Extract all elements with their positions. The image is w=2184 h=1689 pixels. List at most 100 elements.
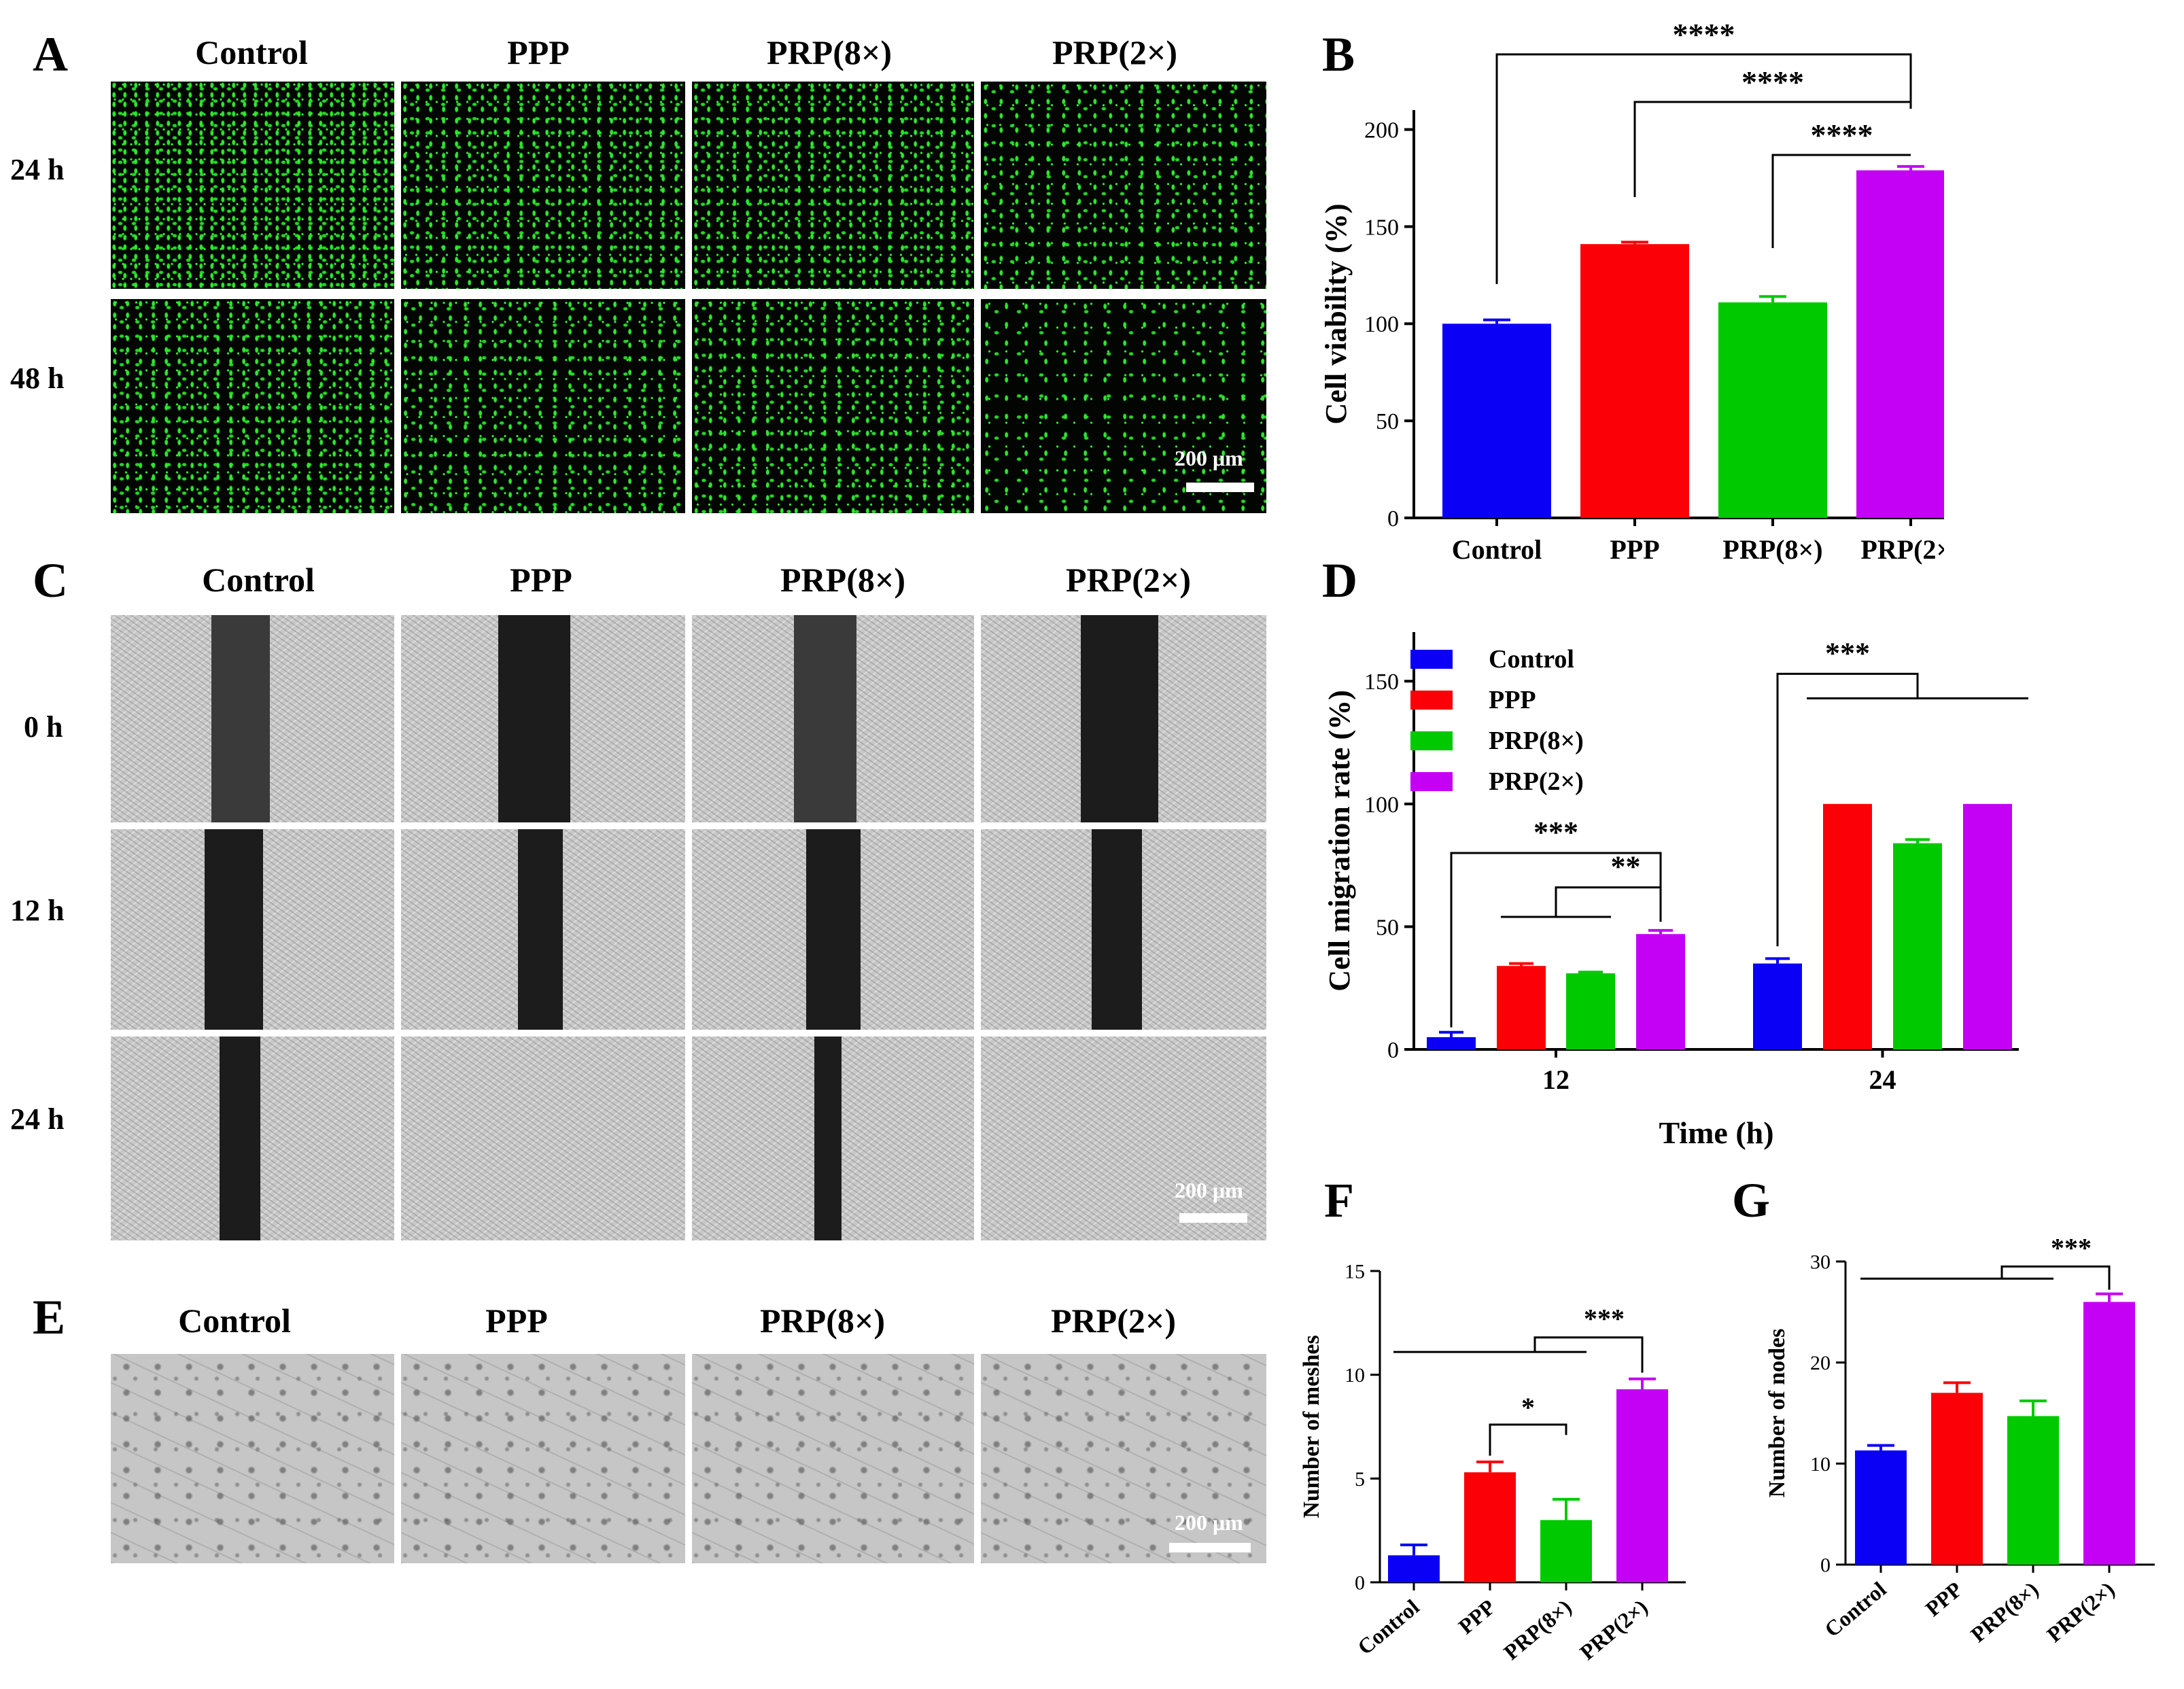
row-head-c-12h: 12 h — [10, 894, 65, 927]
sig-ppp-vs-prp2-label: **** — [1741, 65, 1804, 99]
legend-label-1: PPP — [1489, 686, 1536, 714]
y-axis-label: Cell viability (%) — [1319, 203, 1353, 424]
sig-24-label: *** — [1825, 636, 1870, 669]
legend-swatch-1 — [1410, 691, 1453, 710]
col-head-a-ppp: PPP — [507, 33, 570, 71]
row-head-a-48h: 48 h — [10, 362, 65, 395]
col-head-e-control: Control — [178, 1302, 291, 1340]
wound-gap — [806, 829, 861, 1030]
x-tick-label: PPP — [1610, 534, 1659, 565]
wound-image-ppp-0h — [401, 615, 685, 822]
tube-image-prp8 — [692, 1354, 974, 1563]
x-tick-label: Control — [1452, 534, 1542, 565]
x-tick-label: PPP — [1453, 1595, 1500, 1639]
y-axis-label: Number of meshes — [1299, 1335, 1324, 1518]
bar-1-2 — [1893, 843, 1942, 1049]
col-head-e-ppp: PPP — [485, 1302, 548, 1340]
sig-all-vs-prp2 — [1533, 1336, 1644, 1373]
y-tick-label: 15 — [1345, 1261, 1365, 1283]
bar-3 — [1616, 1389, 1668, 1582]
tube-image-prp2 — [981, 1354, 1266, 1563]
sig-all-vs-prp2-label: *** — [2051, 1232, 2092, 1263]
wound-gap — [211, 615, 270, 822]
sig-ppp-vs-prp8 — [1489, 1423, 1567, 1456]
fluorescence-image-control-24h — [111, 82, 394, 289]
bar-0-3 — [1636, 934, 1685, 1049]
col-head-a-prp2: PRP(2×) — [1052, 33, 1177, 71]
y-axis-label: Number of nodes — [1765, 1329, 1790, 1498]
sig-12-control-label: *** — [1533, 816, 1578, 849]
x-tick-label: PRP(2×) — [2042, 1577, 2119, 1647]
bar-1-3 — [1963, 803, 2012, 1049]
scale-bar-a — [1186, 483, 1254, 492]
wound-image-control-0h — [111, 615, 394, 822]
sig-all-vs-prp2 — [2000, 1265, 2111, 1290]
sig-12-ppp-label: ** — [1611, 850, 1641, 884]
bar-0-0 — [1427, 1037, 1476, 1049]
legend-label-3: PRP(2×) — [1489, 767, 1584, 796]
x-tick-label: PRP(8×) — [1499, 1595, 1576, 1665]
x-tick-label: PRP(2×) — [1860, 534, 1944, 565]
col-head-c-prp2: PRP(2×) — [1066, 561, 1191, 599]
y-tick-label: 0 — [1387, 506, 1399, 532]
wound-image-prp2-24h — [981, 1037, 1266, 1240]
bar-1-1 — [1823, 803, 1872, 1049]
wound-image-prp2-12h — [981, 829, 1266, 1030]
panel-label-c: C — [33, 553, 68, 608]
bar-0-2 — [1566, 973, 1615, 1049]
panel-label-f: F — [1324, 1173, 1354, 1227]
x-tick-label: PPP — [1920, 1577, 1966, 1621]
y-tick-label: 10 — [1810, 1453, 1831, 1476]
bar-0 — [1442, 324, 1551, 518]
y-tick-label: 30 — [1810, 1251, 1831, 1274]
wound-image-control-24h — [111, 1037, 394, 1240]
x-axis-label: Time (h) — [1659, 1115, 1773, 1150]
wound-gap — [498, 615, 570, 822]
row-head-c-24h: 24 h — [10, 1102, 65, 1136]
bar-2 — [1718, 302, 1827, 518]
fluorescence-image-control-48h — [111, 299, 394, 513]
fluorescence-image-prp8-24h — [692, 82, 974, 289]
fluorescence-image-prp2-24h — [981, 82, 1266, 289]
row-head-c-0h: 0 h — [24, 710, 63, 744]
legend-label-0: Control — [1489, 645, 1574, 674]
sig-ppp-vs-prp8-label: * — [1521, 1392, 1535, 1423]
x-tick-label: PRP(8×) — [1722, 534, 1822, 565]
y-tick-label: 100 — [1364, 312, 1399, 337]
wound-image-prp8-12h — [692, 829, 974, 1030]
sig-12-ppp — [1555, 886, 1662, 917]
x-tick-label: 12 — [1542, 1064, 1570, 1095]
y-tick-label: 50 — [1376, 409, 1399, 434]
tube-image-ppp — [401, 1354, 685, 1563]
chart-b-cell-viability: 0 50 100 150 200 Control PPP PRP(8×) PRP(2×) Cell… — [1319, 17, 1944, 565]
wound-gap — [1081, 615, 1158, 822]
bar-1 — [1931, 1393, 1983, 1565]
bar-0 — [1388, 1555, 1440, 1582]
wound-image-ppp-24h — [401, 1037, 685, 1240]
chart-d-cell-migration: 0 50 100 150 12 24 Time (h) Cell migration rate… — [1323, 632, 2028, 1150]
wound-gap — [794, 615, 856, 822]
panel-label-g: G — [1732, 1173, 1771, 1227]
x-tick-label: 24 — [1869, 1064, 1896, 1095]
bar-1 — [1580, 244, 1689, 518]
scale-bar-e — [1169, 1543, 1251, 1552]
row-head-a-24h: 24 h — [10, 153, 65, 186]
x-tick-label: Control — [1820, 1577, 1890, 1642]
sig-control-vs-prp2 — [1495, 53, 1912, 284]
legend-swatch-2 — [1410, 731, 1453, 750]
x-tick-label: PRP(2×) — [1575, 1595, 1652, 1665]
bar-1-0 — [1753, 963, 1802, 1049]
x-tick-label: Control — [1353, 1595, 1423, 1660]
y-tick-label: 0 — [1387, 1038, 1399, 1063]
wound-gap — [205, 829, 263, 1030]
bar-0 — [1855, 1450, 1907, 1565]
y-tick-label: 5 — [1355, 1468, 1365, 1491]
scale-bar-c — [1179, 1213, 1247, 1223]
y-tick-label: 10 — [1345, 1364, 1365, 1387]
y-tick-label: 150 — [1364, 215, 1399, 240]
col-head-e-prp8: PRP(8×) — [760, 1302, 885, 1340]
y-tick-label: 150 — [1364, 669, 1399, 695]
legend-swatch-3 — [1410, 772, 1453, 791]
legend-label-2: PRP(8×) — [1489, 727, 1584, 755]
